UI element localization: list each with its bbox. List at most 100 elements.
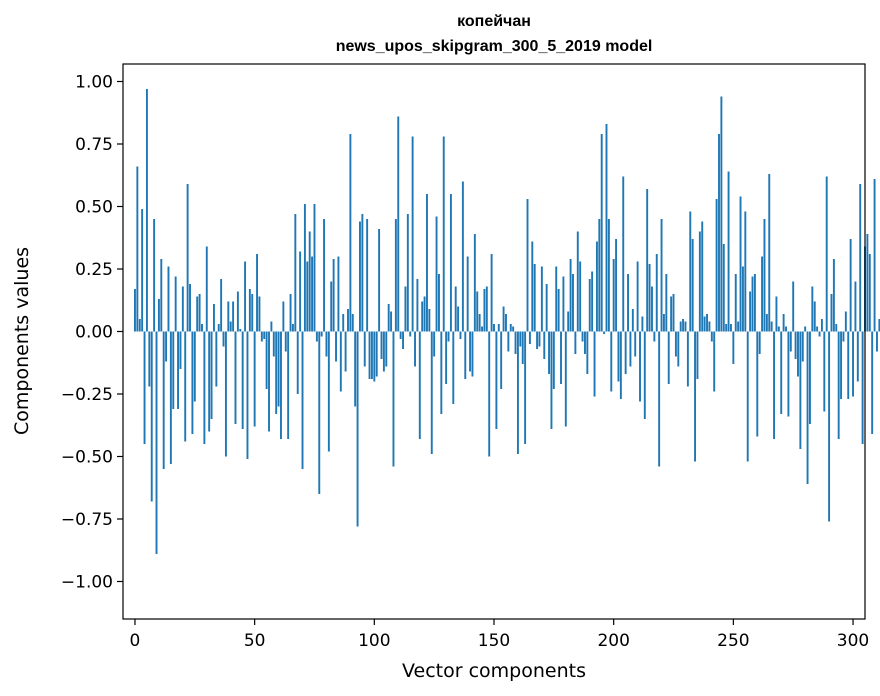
bar-201 bbox=[615, 239, 618, 332]
bar-269 bbox=[777, 326, 780, 332]
bar-222 bbox=[665, 274, 668, 332]
bar-208 bbox=[631, 309, 634, 332]
bar-65 bbox=[289, 294, 292, 332]
bar-87 bbox=[342, 314, 345, 332]
bar-32 bbox=[210, 331, 213, 419]
bar-135 bbox=[457, 306, 460, 332]
bar-150 bbox=[493, 324, 495, 332]
bar-36 bbox=[220, 279, 223, 332]
bar-121 bbox=[423, 296, 426, 332]
bar-167 bbox=[533, 264, 536, 332]
bar-288 bbox=[823, 331, 826, 412]
bar-225 bbox=[672, 294, 675, 332]
bar-40 bbox=[229, 321, 232, 332]
bar-264 bbox=[765, 314, 768, 332]
bar-259 bbox=[753, 274, 756, 332]
bar-244 bbox=[718, 134, 720, 332]
bar-209 bbox=[634, 331, 637, 357]
bar-7 bbox=[150, 331, 153, 502]
bar-55 bbox=[265, 331, 268, 389]
bar-197 bbox=[605, 124, 608, 332]
bar-139 bbox=[466, 256, 469, 332]
bar-226 bbox=[674, 331, 677, 357]
bar-155 bbox=[505, 314, 507, 332]
bar-228 bbox=[679, 321, 682, 332]
bar-91 bbox=[351, 314, 354, 332]
bar-151 bbox=[495, 331, 498, 429]
bar-223 bbox=[667, 331, 670, 384]
bar-76 bbox=[315, 331, 318, 342]
bar-183 bbox=[572, 274, 574, 332]
bar-153 bbox=[500, 331, 503, 389]
bar-58 bbox=[272, 331, 275, 357]
bar-13 bbox=[165, 331, 168, 362]
bar-141 bbox=[471, 331, 474, 377]
bar-203 bbox=[619, 331, 622, 399]
bar-10 bbox=[157, 299, 160, 332]
bar-57 bbox=[270, 321, 273, 332]
x-tick-label: 0 bbox=[130, 631, 141, 651]
bar-133 bbox=[452, 331, 455, 404]
bar-94 bbox=[359, 221, 361, 332]
bar-99 bbox=[370, 331, 373, 379]
bar-304 bbox=[861, 331, 864, 444]
y-tick-label: −0.50 bbox=[61, 448, 113, 468]
bar-306 bbox=[866, 234, 869, 332]
bar-35 bbox=[217, 324, 220, 332]
bar-162 bbox=[521, 331, 524, 364]
bar-266 bbox=[770, 321, 773, 332]
bar-309 bbox=[873, 179, 876, 332]
bar-181 bbox=[567, 311, 570, 332]
bar-216 bbox=[651, 286, 653, 332]
bar-172 bbox=[545, 284, 548, 332]
y-tick-label: 0.50 bbox=[75, 198, 113, 218]
bar-289 bbox=[825, 176, 828, 332]
bar-123 bbox=[428, 309, 431, 332]
bar-62 bbox=[282, 301, 285, 332]
bar-241 bbox=[710, 331, 713, 342]
bar-265 bbox=[768, 174, 771, 332]
bar-258 bbox=[751, 276, 754, 332]
bar-192 bbox=[593, 331, 596, 397]
bar-128 bbox=[440, 331, 443, 414]
bar-21 bbox=[184, 331, 187, 442]
bar-298 bbox=[847, 331, 850, 399]
bar-193 bbox=[595, 241, 598, 332]
bar-300 bbox=[852, 331, 854, 397]
bar-149 bbox=[490, 254, 493, 332]
bar-77 bbox=[318, 331, 321, 494]
bar-273 bbox=[787, 331, 790, 417]
bar-198 bbox=[607, 219, 610, 332]
bar-89 bbox=[347, 309, 349, 332]
bar-235 bbox=[696, 331, 699, 379]
bar-171 bbox=[543, 331, 546, 359]
x-tick-label: 300 bbox=[837, 631, 869, 651]
bar-160 bbox=[516, 331, 519, 454]
bar-131 bbox=[447, 331, 450, 342]
bar-283 bbox=[811, 286, 814, 332]
bar-182 bbox=[569, 259, 572, 332]
bar-286 bbox=[818, 331, 821, 337]
bar-116 bbox=[411, 136, 414, 332]
bar-159 bbox=[514, 331, 517, 354]
bar-195 bbox=[600, 134, 603, 332]
bar-311 bbox=[878, 319, 880, 332]
bar-231 bbox=[686, 331, 689, 387]
bar-48 bbox=[248, 289, 251, 332]
bar-186 bbox=[579, 261, 582, 332]
bar-233 bbox=[691, 239, 694, 332]
bar-138 bbox=[464, 331, 467, 379]
bar-170 bbox=[540, 266, 543, 332]
bar-282 bbox=[808, 331, 811, 424]
y-tick-label: 1.00 bbox=[75, 73, 113, 93]
x-tick-label: 100 bbox=[358, 631, 390, 651]
y-axis: 1.00 0.75 0.50 0.25 0.00 −0.25 −0.50 −0.75 −1.00 bbox=[61, 73, 123, 593]
bar-272 bbox=[785, 326, 787, 332]
bar-27 bbox=[198, 294, 201, 332]
bar-117 bbox=[414, 331, 416, 367]
bar-1 bbox=[136, 166, 139, 332]
bar-189 bbox=[586, 331, 589, 374]
bar-219 bbox=[658, 331, 661, 467]
bar-247 bbox=[725, 324, 728, 332]
bar-174 bbox=[550, 331, 553, 429]
